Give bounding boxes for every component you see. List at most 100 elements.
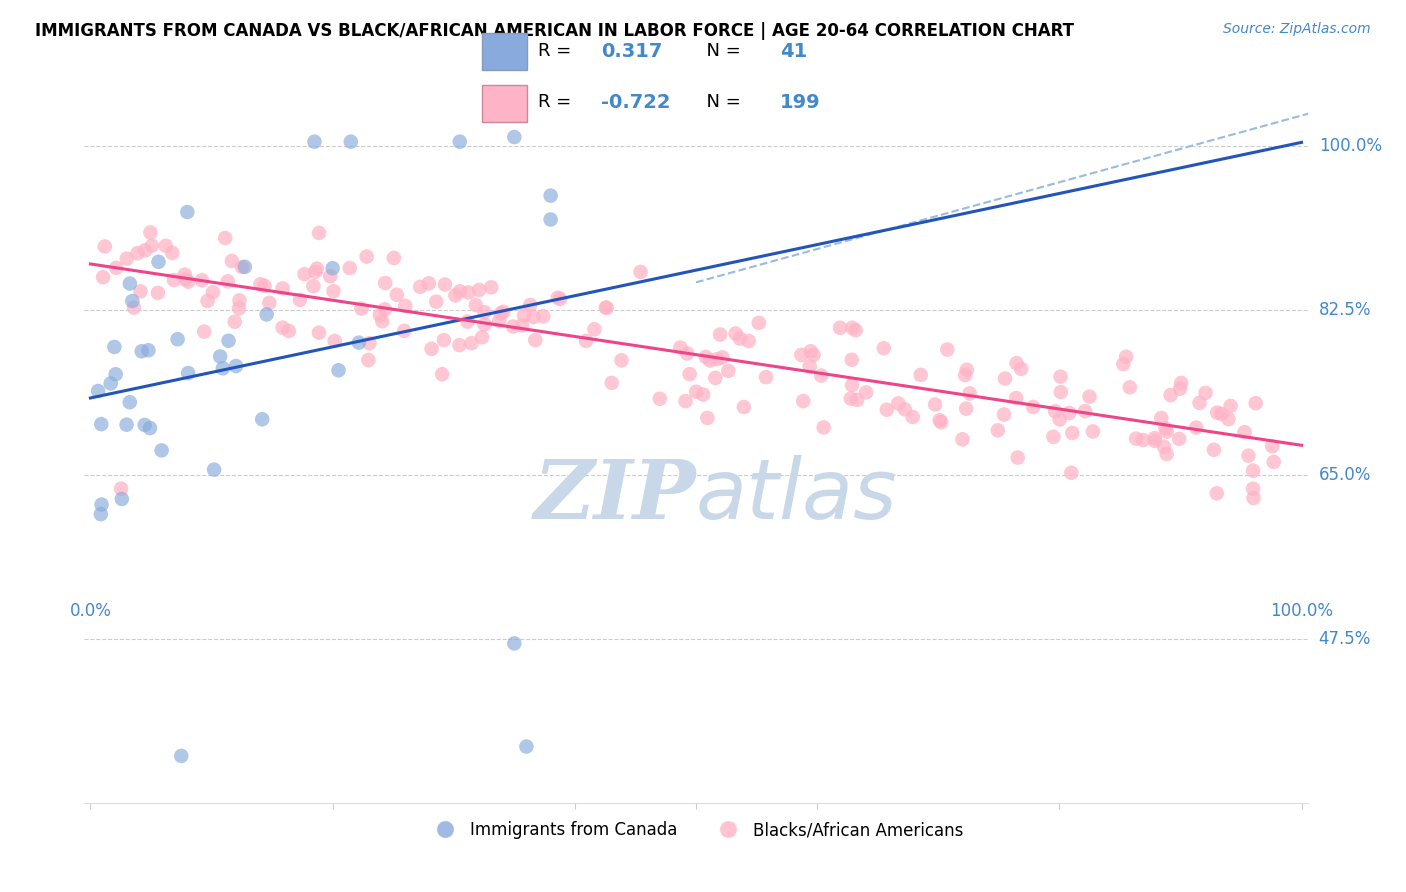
- Text: 65.0%: 65.0%: [1319, 466, 1371, 483]
- Point: [456, 314, 478, 328]
- Point: [910, 368, 932, 382]
- Point: [695, 350, 717, 364]
- Point: [433, 333, 456, 347]
- Point: [305, 261, 328, 276]
- Point: [212, 361, 235, 376]
- Point: [163, 273, 186, 287]
- Point: [873, 341, 896, 355]
- Point: [111, 491, 134, 506]
- Point: [460, 336, 482, 351]
- Point: [271, 320, 294, 334]
- Point: [122, 301, 145, 315]
- Point: [217, 274, 239, 288]
- Point: [302, 279, 325, 293]
- Point: [1263, 455, 1285, 469]
- Point: [319, 269, 342, 284]
- Point: [90, 498, 112, 512]
- Point: [110, 482, 132, 496]
- Point: [249, 277, 271, 292]
- Point: [575, 334, 598, 348]
- Point: [162, 246, 184, 260]
- Point: [308, 326, 330, 340]
- Point: [524, 333, 547, 347]
- Point: [294, 267, 316, 281]
- Point: [1112, 357, 1135, 371]
- Point: [103, 340, 125, 354]
- Point: [610, 353, 633, 368]
- Text: atlas: atlas: [696, 455, 897, 536]
- Point: [115, 252, 138, 266]
- Point: [374, 276, 396, 290]
- Point: [464, 298, 486, 312]
- Point: [1060, 466, 1083, 480]
- Point: [394, 299, 416, 313]
- Text: Source: ZipAtlas.com: Source: ZipAtlas.com: [1223, 22, 1371, 37]
- Point: [425, 294, 447, 309]
- Point: [1049, 369, 1071, 384]
- Point: [583, 322, 606, 336]
- Point: [547, 291, 569, 305]
- Point: [841, 352, 863, 367]
- Point: [492, 305, 515, 319]
- Point: [1049, 412, 1071, 426]
- Point: [277, 324, 299, 338]
- Point: [94, 239, 117, 253]
- Point: [228, 293, 250, 308]
- Point: [828, 321, 851, 335]
- Point: [201, 285, 224, 300]
- Point: [792, 394, 814, 409]
- Point: [696, 411, 718, 425]
- Point: [228, 301, 250, 316]
- Point: [177, 366, 200, 380]
- Point: [308, 226, 330, 240]
- Point: [339, 261, 361, 276]
- Point: [127, 246, 149, 260]
- Point: [100, 376, 122, 391]
- Point: [711, 351, 734, 365]
- Point: [993, 408, 1015, 422]
- Point: [134, 244, 156, 258]
- Point: [841, 320, 863, 334]
- Point: [1153, 440, 1175, 454]
- FancyBboxPatch shape: [482, 85, 527, 122]
- Point: [146, 285, 169, 300]
- Point: [368, 308, 391, 322]
- Point: [704, 371, 727, 385]
- Point: [845, 323, 868, 337]
- Point: [1115, 350, 1137, 364]
- Point: [385, 287, 408, 301]
- Point: [846, 392, 869, 407]
- Point: [887, 396, 910, 410]
- Point: [121, 293, 143, 308]
- Point: [90, 417, 112, 432]
- Point: [174, 272, 197, 286]
- Point: [356, 250, 378, 264]
- Point: [359, 336, 381, 351]
- Point: [1211, 407, 1233, 421]
- Point: [374, 302, 396, 317]
- Point: [1081, 425, 1104, 439]
- Point: [1132, 433, 1154, 447]
- Point: [936, 343, 959, 357]
- Point: [994, 371, 1017, 385]
- Point: [1202, 442, 1225, 457]
- Point: [706, 352, 728, 367]
- Point: [953, 368, 976, 382]
- Point: [433, 277, 456, 292]
- Point: [894, 402, 917, 417]
- Text: 100.0%: 100.0%: [1270, 602, 1333, 620]
- Text: R =: R =: [538, 94, 576, 112]
- Point: [271, 281, 294, 295]
- FancyBboxPatch shape: [482, 33, 527, 70]
- Point: [218, 334, 240, 348]
- Point: [1194, 385, 1216, 400]
- Point: [1143, 434, 1166, 448]
- Point: [799, 359, 821, 374]
- Point: [928, 413, 950, 427]
- Point: [522, 310, 544, 324]
- Point: [502, 319, 524, 334]
- Point: [1059, 406, 1081, 420]
- Point: [503, 130, 526, 145]
- Point: [531, 310, 554, 324]
- Point: [1241, 482, 1264, 496]
